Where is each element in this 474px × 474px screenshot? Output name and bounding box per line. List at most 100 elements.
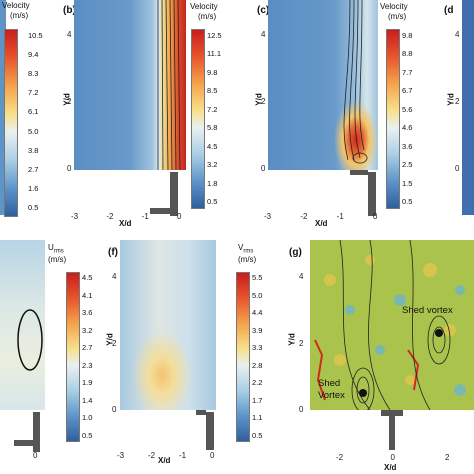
panel-a-colorbar-tick: 9.4 [28,50,39,60]
panel-g-x-tick: 0 [390,453,395,462]
panel-f-colorbar-tick: 5.5 [252,273,263,282]
panel-g-stem [389,416,395,450]
panel-e-highlight-ellipse [17,309,43,371]
panel-c-streamlines [343,0,368,164]
panel-b-colorbar [191,29,205,209]
panel-f-colorbar-tick: 3.3 [252,343,263,353]
panel-f-y-tick: 0 [112,405,117,414]
panel-b-colorbar-tick: 8.5 [207,86,218,96]
panel-f-x-tick: -3 [117,451,125,460]
panel-e-colorbar-tick: 2.3 [82,360,93,370]
panel-c-y-tick: 2 [261,97,266,106]
panel-e-colorbar-tick: 0.5 [82,431,93,440]
panel-e-colorbar-tick: 1.4 [82,395,93,405]
panel-e-floor [14,440,33,446]
panel-c-colorbar-tick: 9.8 [402,31,413,40]
panel-c-x-tick: -3 [264,212,272,221]
panel-f-colorbar-tick: 5.0 [252,290,263,300]
panel-e-x-tick: 0 [33,451,38,460]
panel-b-colorbar-unit: (m/s) [198,12,217,21]
panel-c-letter: (c) [257,5,270,16]
panel-c-y-tick: 4 [261,30,266,39]
panel-f-colorbar-unit: (m/s) [238,255,257,264]
panel-f-colorbar-title-main: V [238,243,244,252]
panel-e-colorbar-tick: 4.1 [82,290,93,300]
panel-a-colorbar-tick: 8.3 [28,69,39,79]
panel-f-colorbar-tick: 4.4 [252,308,263,318]
panel-e-colorbar-tick: 4.5 [82,273,93,282]
panel-f-wall [206,412,214,450]
panel-a-colorbar-tick: 0.5 [28,203,39,212]
panel-c-colorbar [386,29,400,209]
panel-c-colorbar-tick: 2.5 [402,160,413,170]
panel-b-x-tick: -2 [106,212,114,221]
panel-a-colorbar-tick: 2.7 [28,164,39,174]
panel-f-y-tick: 4 [112,272,117,281]
panel-e-colorbar-tick: 3.2 [82,325,93,335]
panel-c-colorbar-title: Velocity [380,2,408,11]
panel-c-colorbar-tick: 5.6 [402,104,413,114]
panel-b-y-tick: 4 [67,30,72,39]
panel-d-y-tick: 0 [455,164,460,173]
panel-c-colorbar-tick: 6.7 [402,86,413,96]
panel-b-colorbar-tick: 1.8 [207,178,218,188]
panel-b-x-label: X/d [119,219,132,228]
panel-a-colorbar-tick: 6.1 [28,107,39,117]
panel-b-colorbar-tick: 12.5 [207,31,222,40]
panel-c-x-tick: 0 [373,212,378,221]
panel-b-floor [150,208,170,214]
panel-g-annotation-upper: Shed vortex [402,305,453,316]
panel-d-y-tick: 4 [455,30,460,39]
panel-c-x-tick: -2 [300,212,308,221]
panel-c-colorbar-tick: 4.6 [402,123,413,133]
panel-g-upper-vortex-core [435,329,443,337]
panel-e-colorbar-unit: (m/s) [48,255,67,264]
panel-f-y-tick: 2 [112,338,117,348]
panel-g-cap [381,410,403,416]
panel-a-colorbar-tick: 3.8 [28,145,39,155]
panel-a-colorbar-tick: 7.2 [28,88,39,98]
panel-f-colorbar-title-sub: rms [243,248,254,255]
panel-c-x-label: X/d [315,219,328,228]
panel-g-x-label: X/d [384,463,397,472]
panel-f-body-region [120,410,216,450]
panel-g-y-tick: 2 [299,338,304,348]
panel-e-colorbar-title: Urms [48,243,64,257]
panel-e-colorbar-title-sub: rms [53,248,64,255]
panel-g-lower-vortex-core [359,389,367,397]
panel-f-floor [196,410,206,415]
panel-b-colorbar-tick: 0.5 [207,197,218,206]
panel-b-body-region [74,170,186,215]
panel-g-letter: (g) [289,247,302,258]
panel-b-colorbar-tick: 5.8 [207,123,218,133]
panel-a-colorbar-tick: 5.0 [28,126,39,136]
panel-f-colorbar-tick: 0.5 [252,431,263,440]
panel-g-y-tick: 0 [299,405,304,414]
panel-b-field [74,0,186,170]
panel-b-colorbar-title: Velocity [190,2,218,11]
panel-f-colorbar-title: Vrms [238,243,253,257]
panel-f-colorbar-tick: 3.9 [252,325,263,335]
panel-a-field [0,0,6,215]
panel-b-y-tick: 2 [67,97,72,106]
panel-d-field [462,0,474,215]
panel-b-colorbar-tick: 11.1 [207,49,222,59]
panel-b-colorbar-tick: 7.2 [207,104,218,114]
panel-g-annotation-lower-1: Shed [318,378,341,389]
panel-a-colorbar-title: Velocity [2,1,30,10]
panel-a-colorbar-unit: (m/s) [10,11,29,20]
panel-d-y-tick: 2 [455,97,460,106]
panel-f-x-label: X/d [158,456,171,465]
panel-b-wall [170,172,178,216]
panel-f-field [120,240,216,410]
panel-b-x-tick: 0 [177,212,182,221]
panel-e-field [0,240,45,410]
panel-c-colorbar-tick: 3.6 [402,141,413,151]
panel-g-y-tick: 4 [299,272,304,281]
panel-e-colorbar-tick: 1.0 [82,413,93,423]
panel-b-colorbar-tick: 3.2 [207,160,218,170]
panel-f-x-tick: -2 [148,451,156,460]
panel-e-colorbar-title-main: U [48,243,54,252]
panel-f-colorbar-tick: 2.8 [252,360,263,370]
panel-g-field [310,240,474,410]
